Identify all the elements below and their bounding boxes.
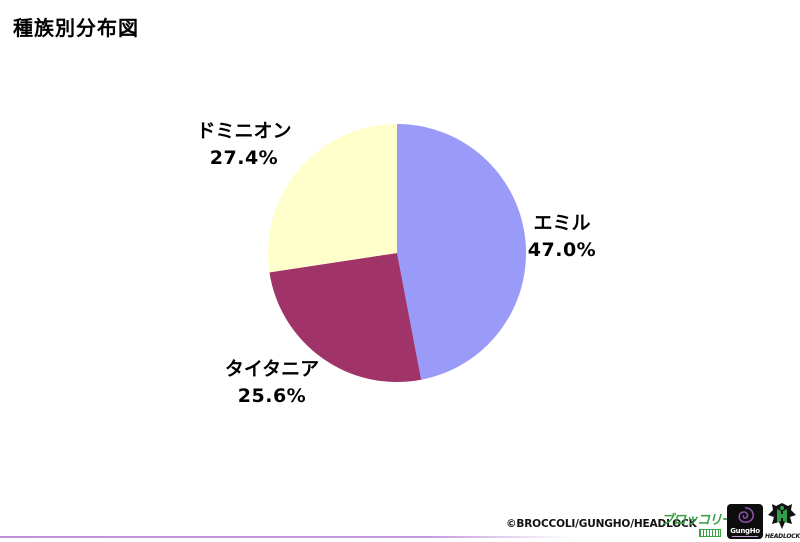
slice-percent: 47.0% bbox=[527, 239, 597, 261]
slice-percent: 27.4% bbox=[209, 147, 279, 169]
headlock-logo-text: HEADLOCK bbox=[765, 533, 800, 540]
broccoli-barcode-icon bbox=[699, 529, 721, 537]
copyright-text: ©BROCCOLI/GUNGHO/HEADLOCK bbox=[506, 517, 697, 530]
slice-percent: 25.6% bbox=[237, 385, 307, 407]
broccoli-logo: ブロッコリー bbox=[661, 509, 734, 537]
slice-label-emil: エミル 47.0% bbox=[522, 210, 602, 264]
slice-label-titania: タイタニア 25.6% bbox=[194, 356, 350, 410]
pie-slice-3 bbox=[267, 124, 397, 273]
pie-chart bbox=[267, 124, 527, 383]
gungho-swirl-icon bbox=[738, 507, 754, 523]
slice-label-dominion: ドミニオン 27.4% bbox=[158, 118, 330, 172]
slice-name: タイタニア bbox=[224, 358, 320, 380]
bottom-accent-line bbox=[0, 536, 572, 538]
broccoli-logo-text: ブロッコリー bbox=[661, 513, 734, 528]
pie-slice-1 bbox=[397, 124, 527, 380]
headlock-emblem-icon bbox=[768, 503, 796, 529]
pie-slice-2 bbox=[269, 253, 422, 383]
headlock-logo: HEADLOCK bbox=[765, 503, 800, 540]
page-title: 種族別分布図 bbox=[13, 16, 139, 40]
slice-name: ドミニオン bbox=[196, 120, 292, 142]
gungho-logo: GungHo bbox=[727, 504, 763, 539]
slice-name: エミル bbox=[533, 212, 591, 234]
gungho-logo-text: GungHo bbox=[730, 527, 760, 535]
gungho-micro-text bbox=[732, 536, 758, 537]
